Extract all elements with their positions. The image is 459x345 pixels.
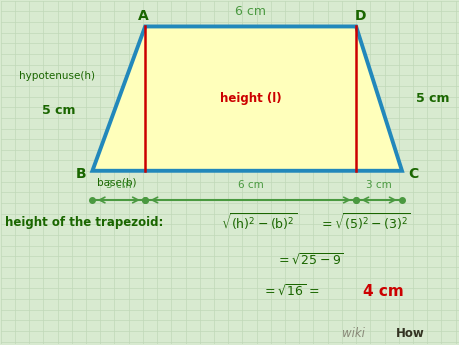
Text: hypotenuse(h): hypotenuse(h) [19,71,95,81]
Text: $\mathregular{=\sqrt{16}}$ =: $\mathregular{=\sqrt{16}}$ = [262,284,320,299]
Text: A: A [137,9,148,23]
Text: 3 cm: 3 cm [365,180,391,190]
Text: C: C [408,167,418,181]
Text: 3 cm: 3 cm [106,180,131,190]
Text: 6 cm: 6 cm [235,4,266,18]
Text: 5 cm: 5 cm [42,104,75,117]
Text: 6 cm: 6 cm [237,180,263,190]
Text: How: How [395,327,423,340]
Polygon shape [355,27,401,171]
Text: $\mathregular{\sqrt{(h)^2 - (b)^2}}$: $\mathregular{\sqrt{(h)^2 - (b)^2}}$ [220,212,297,233]
Polygon shape [145,27,355,171]
Text: 5 cm: 5 cm [415,92,448,105]
Text: D: D [354,9,366,23]
Text: $\mathregular{= \sqrt{25 - 9}}$: $\mathregular{= \sqrt{25 - 9}}$ [275,253,343,268]
Text: $\mathregular{= \sqrt{(5)^2 - (3)^2}}$: $\mathregular{= \sqrt{(5)^2 - (3)^2}}$ [319,212,410,233]
Text: B: B [75,167,86,181]
Text: height (l): height (l) [219,92,281,105]
Polygon shape [92,27,145,171]
Text: wiki: wiki [341,327,364,340]
Text: 4 cm: 4 cm [362,284,403,298]
Text: height of the trapezoid:: height of the trapezoid: [5,216,163,229]
Text: base(b): base(b) [97,178,136,188]
